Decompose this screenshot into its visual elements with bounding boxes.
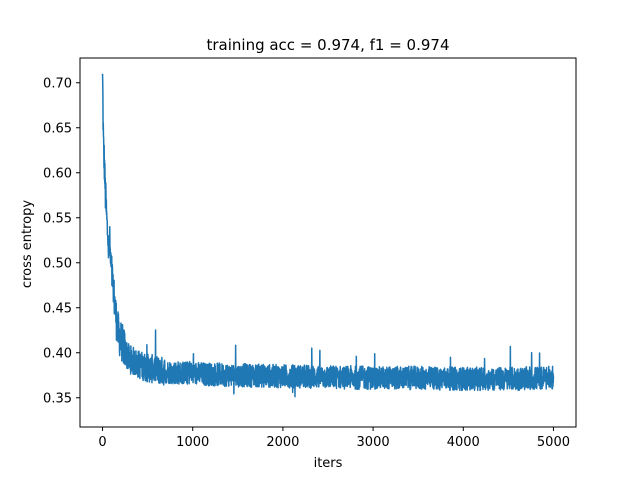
x-tick-label: 2000 <box>266 435 299 450</box>
x-tick-label: 3000 <box>357 435 390 450</box>
y-tick-label: 0.45 <box>43 301 72 316</box>
y-tick-label: 0.35 <box>43 391 72 406</box>
x-ticks: 0 1000 2000 3000 4000 5000 <box>98 427 570 450</box>
y-tick-label: 0.65 <box>43 121 72 136</box>
loss-series-line <box>101 73 555 398</box>
y-tick-label: 0.55 <box>43 211 72 226</box>
series-layer <box>101 73 555 398</box>
x-tick-label: 0 <box>98 435 106 450</box>
x-tick-label: 1000 <box>176 435 209 450</box>
y-tick-label: 0.60 <box>43 166 72 181</box>
chart-title: training acc = 0.974, f1 = 0.974 <box>206 36 449 54</box>
x-axis-label: iters <box>314 456 343 471</box>
y-ticks: 0.35 0.40 0.45 0.50 0.55 0.60 0.65 0.70 <box>43 76 80 406</box>
y-tick-label: 0.70 <box>43 76 72 91</box>
y-axis-label: cross entropy <box>20 200 35 288</box>
y-tick-label: 0.40 <box>43 346 72 361</box>
y-tick-label: 0.50 <box>43 256 72 271</box>
x-tick-label: 4000 <box>447 435 480 450</box>
plot-frame <box>79 57 577 428</box>
x-tick-label: 5000 <box>537 435 570 450</box>
